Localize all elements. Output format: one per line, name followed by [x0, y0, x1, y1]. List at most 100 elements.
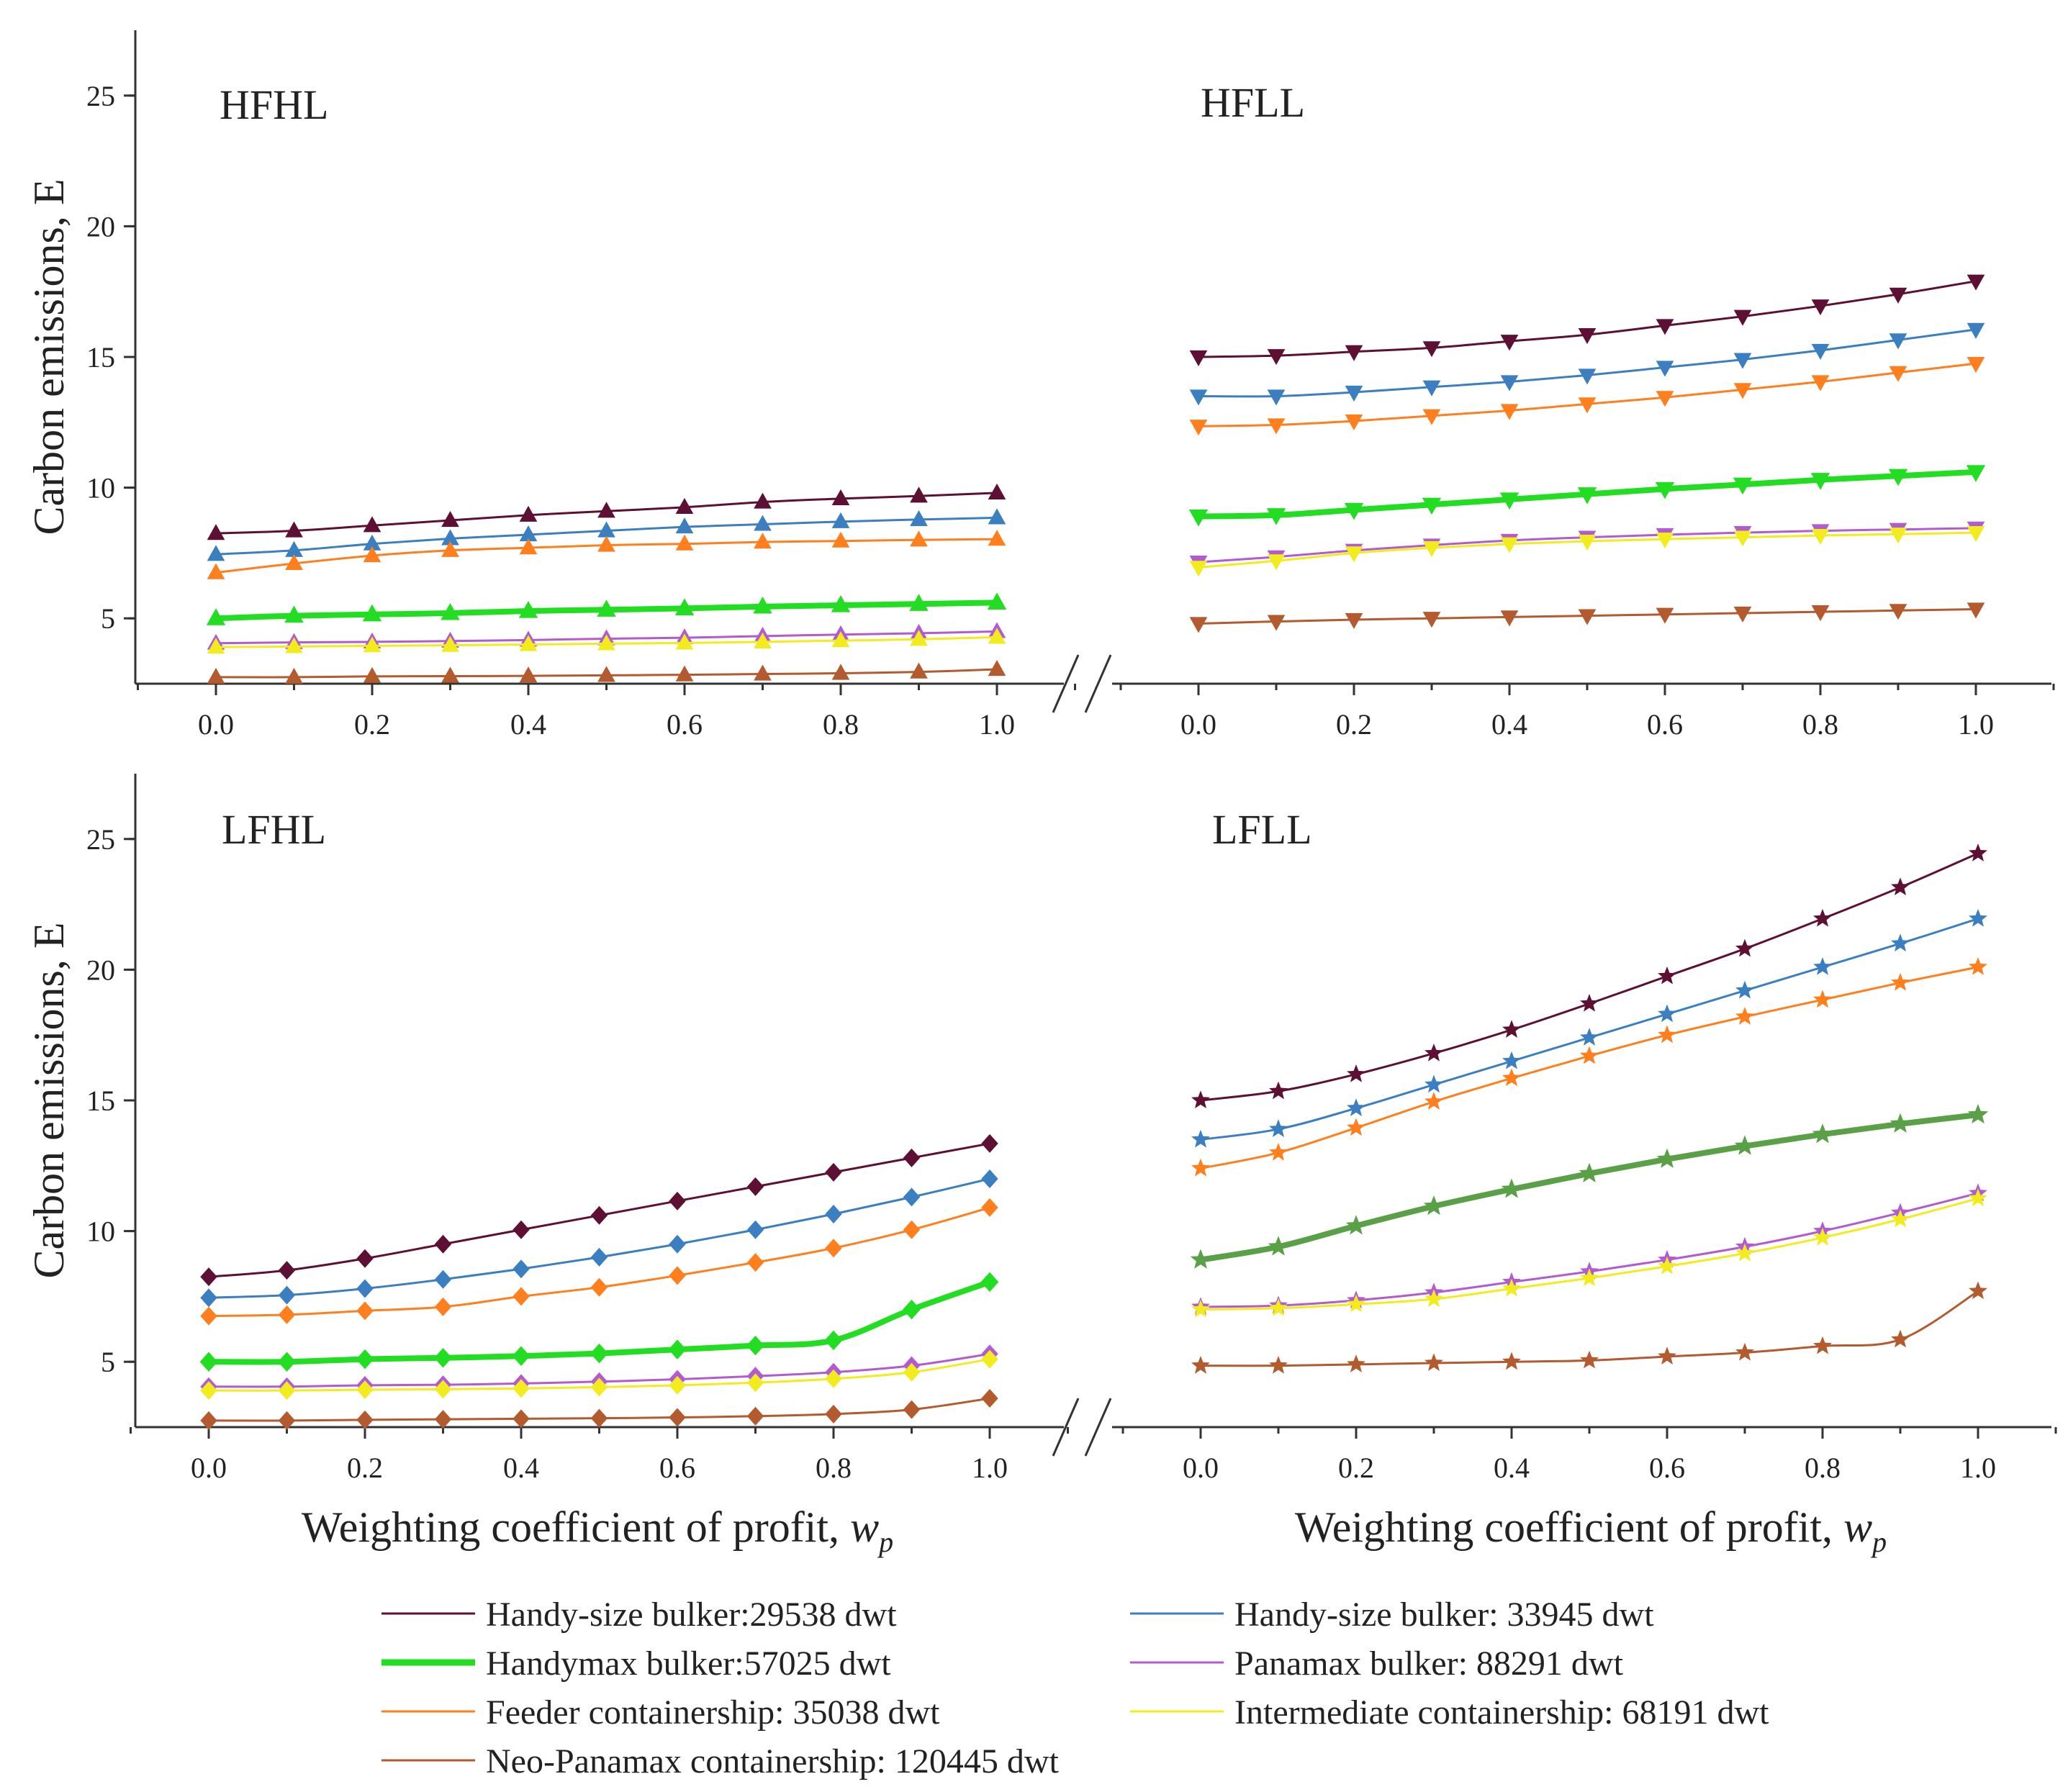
- data-point-handy-33945: [1967, 322, 1985, 339]
- data-point-feeder-35038: [441, 540, 459, 557]
- data-point-handy-29538: [981, 1133, 998, 1153]
- data-point-handymax-57025: [199, 1352, 218, 1372]
- data-point-handy-29538: [1735, 938, 1754, 957]
- data-point-handy-33945: [1191, 1129, 1210, 1148]
- data-point-handymax-57025: [1423, 1195, 1445, 1216]
- data-point-handy-29538: [1191, 1090, 1210, 1109]
- data-point-handymax-57025: [1655, 481, 1675, 499]
- x-tick-label: 0.2: [1336, 708, 1372, 741]
- data-point-neo-panamax-120445: [1191, 1356, 1210, 1374]
- data-point-handymax-57025: [512, 1346, 530, 1366]
- data-point-handy-33945: [910, 510, 928, 527]
- data-point-handy-29538: [278, 1261, 296, 1280]
- data-point-feeder-35038: [1191, 1158, 1210, 1177]
- data-point-handy-29538: [1891, 877, 1910, 896]
- data-point-feeder-35038: [1502, 1068, 1521, 1087]
- x-tick-label: 0.6: [667, 708, 703, 741]
- data-point-feeder-35038: [1189, 420, 1208, 436]
- data-point-handy-33945: [1269, 1119, 1288, 1137]
- data-point-feeder-35038: [903, 1220, 921, 1239]
- y-tick-label: 10: [86, 1216, 115, 1248]
- data-point-neo-panamax-120445: [1656, 607, 1674, 624]
- data-point-neo-panamax-120445: [1580, 1350, 1599, 1369]
- x-tick-label: 0.0: [1180, 708, 1216, 741]
- data-point-intermediate-68191: [597, 634, 615, 651]
- data-point-handymax-57025: [980, 1272, 999, 1293]
- y-tick-label: 15: [86, 1085, 115, 1117]
- data-point-feeder-35038: [597, 535, 615, 552]
- data-point-handy-33945: [1733, 353, 1752, 369]
- data-point-feeder-35038: [825, 1239, 842, 1258]
- data-point-intermediate-68191: [513, 1379, 530, 1398]
- data-point-intermediate-68191: [831, 631, 850, 648]
- data-point-handymax-57025: [753, 596, 772, 614]
- data-point-neo-panamax-120445: [278, 1411, 296, 1430]
- data-point-intermediate-68191: [754, 632, 772, 648]
- data-point-neo-panamax-120445: [746, 1406, 764, 1426]
- data-point-neo-panamax-120445: [1811, 605, 1830, 622]
- data-point-intermediate-68191: [1733, 530, 1752, 547]
- data-point-intermediate-68191: [1189, 561, 1208, 577]
- x-tick-label: 0.2: [1338, 1452, 1374, 1484]
- data-point-handy-29538: [1967, 274, 1985, 291]
- data-point-handymax-57025: [824, 1330, 843, 1351]
- data-point-feeder-35038: [1967, 356, 1985, 374]
- data-point-intermediate-68191: [746, 1373, 764, 1393]
- data-point-feeder-35038: [1424, 1092, 1443, 1110]
- y-tick-label: 10: [86, 472, 115, 504]
- data-point-handymax-57025: [746, 1335, 764, 1356]
- data-point-handy-33945: [1658, 1004, 1676, 1023]
- x-tick-label: 0.0: [1183, 1452, 1219, 1484]
- data-point-handy-33945: [1500, 375, 1519, 392]
- panel-title-lfll: LFLL: [1212, 806, 1312, 853]
- data-point-handymax-57025: [1889, 1113, 1911, 1133]
- data-point-intermediate-68191: [1658, 1256, 1676, 1275]
- data-point-intermediate-68191: [988, 628, 1006, 644]
- data-point-handymax-57025: [1810, 473, 1830, 490]
- data-point-handymax-57025: [1966, 465, 1986, 482]
- data-point-handy-33945: [754, 515, 772, 531]
- data-point-intermediate-68191: [1967, 525, 1985, 543]
- data-point-intermediate-68191: [1500, 537, 1519, 553]
- data-point-neo-panamax-120445: [1578, 609, 1597, 625]
- data-point-handy-33945: [903, 1187, 921, 1207]
- x-tick-label: 0.6: [1647, 708, 1683, 741]
- data-point-handy-33945: [1891, 933, 1910, 952]
- data-point-neo-panamax-120445: [207, 667, 225, 684]
- data-point-neo-panamax-120445: [1969, 1281, 1987, 1300]
- data-point-neo-panamax-120445: [1347, 1354, 1365, 1372]
- data-point-handymax-57025: [356, 1349, 374, 1370]
- data-point-handy-33945: [1578, 368, 1597, 385]
- top-axis-break-mark-2: [1084, 654, 1112, 713]
- legend-label-panamax-bulker-88291-dwt: Panamax bulker: 88291 dwt: [1234, 1644, 1624, 1683]
- y-tick-label: 25: [86, 80, 115, 112]
- data-point-neo-panamax-120445: [1735, 1342, 1754, 1361]
- panel-hfhl-series: [206, 483, 1007, 684]
- data-point-handy-29538: [1578, 328, 1597, 345]
- data-point-intermediate-68191: [1345, 546, 1363, 563]
- data-point-neo-panamax-120445: [590, 1408, 608, 1428]
- data-point-feeder-35038: [356, 1301, 374, 1321]
- data-point-handy-29538: [669, 1191, 686, 1210]
- legend-label-intermediate-containership-68191-dwt: Intermediate containership: 68191 dwt: [1234, 1693, 1769, 1732]
- data-point-handy-33945: [1969, 908, 1987, 927]
- data-point-handy-33945: [831, 512, 850, 528]
- data-point-handy-29538: [1267, 349, 1286, 366]
- x-tick-label: 0.2: [347, 1452, 383, 1484]
- data-point-intermediate-68191: [1502, 1278, 1521, 1297]
- data-point-feeder-35038: [200, 1306, 217, 1326]
- x-axis-title-text: Weighting coefficient of profit,: [1295, 1503, 1833, 1551]
- data-point-handy-33945: [1422, 380, 1441, 397]
- x-tick-label: 0.0: [191, 1452, 227, 1484]
- data-point-handymax-57025: [1656, 1148, 1678, 1168]
- data-point-neo-panamax-120445: [1733, 606, 1752, 623]
- data-point-feeder-35038: [278, 1305, 296, 1324]
- x-tick-label: 0.2: [354, 708, 390, 741]
- data-point-handy-29538: [1969, 843, 1987, 861]
- data-point-neo-panamax-120445: [200, 1411, 217, 1430]
- data-point-handymax-57025: [1266, 508, 1286, 525]
- data-point-handymax-57025: [668, 1339, 687, 1359]
- data-point-handy-29538: [1889, 287, 1907, 304]
- data-point-neo-panamax-120445: [519, 666, 538, 683]
- data-point-handymax-57025: [434, 1348, 452, 1368]
